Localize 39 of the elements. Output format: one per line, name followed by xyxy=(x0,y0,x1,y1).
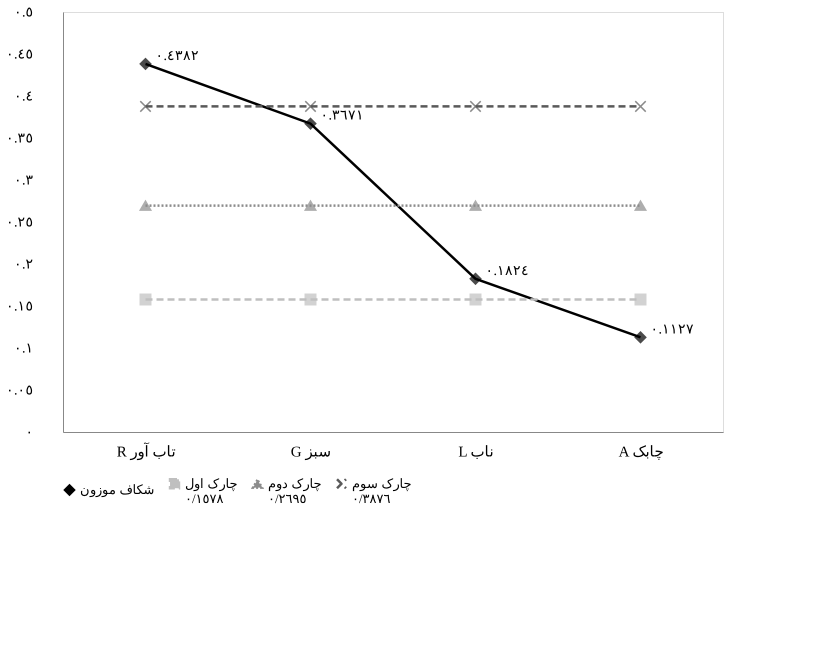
data-label: ٠.٣٦٧١ xyxy=(320,108,364,124)
point xyxy=(470,200,482,211)
x-tick-label: L ناب xyxy=(458,444,494,460)
y-tick-label: ٠.٣ xyxy=(14,174,34,188)
point xyxy=(140,58,152,70)
legend-label: چارک دوم ٠/٢٦٩٥ xyxy=(268,476,322,506)
point xyxy=(634,293,646,306)
y-tick-label: ٠.٥ xyxy=(14,6,34,20)
point xyxy=(140,200,152,211)
point xyxy=(634,200,646,211)
point xyxy=(470,293,482,306)
legend-label: شکاف موزون xyxy=(80,482,154,498)
data-label: ٠.١١٢٧ xyxy=(650,322,694,338)
y-tick-label: ٠.١٥ xyxy=(6,300,34,314)
point xyxy=(304,118,316,130)
point xyxy=(634,100,646,112)
legend-label: چارک سوم ٠/٣٨٧٦ xyxy=(352,476,412,506)
data-label: ٠.٤٣٨٢ xyxy=(156,48,199,64)
x-tick-label: R تاب آور xyxy=(116,442,176,460)
point xyxy=(304,293,316,306)
y-tick-label: ٠.٤ xyxy=(14,90,34,104)
point xyxy=(304,200,316,211)
y-tick-label: ٠.٢ xyxy=(14,258,34,272)
point xyxy=(470,100,482,112)
y-tick-label: ٠.٠٥ xyxy=(6,384,34,398)
y-tick-label: ٠.٢٥ xyxy=(6,216,34,230)
legend-label: چارک اول ٠/١٥٧٨ xyxy=(185,476,238,506)
point xyxy=(634,331,646,344)
y-tick-label: ٠.٣٥ xyxy=(6,132,34,146)
y-tick-label: ٠ xyxy=(26,426,34,440)
point xyxy=(470,272,482,285)
y-tick-label: ٠.٤٥ xyxy=(6,48,34,62)
point xyxy=(140,293,152,306)
point xyxy=(140,100,152,112)
data-label: ٠.١٨٢٤ xyxy=(486,264,529,279)
x-tick-label: A چابک xyxy=(618,444,664,460)
x-tick-label: G سبز xyxy=(290,444,332,460)
y-tick-label: ٠.١ xyxy=(14,342,34,356)
point xyxy=(304,100,316,112)
